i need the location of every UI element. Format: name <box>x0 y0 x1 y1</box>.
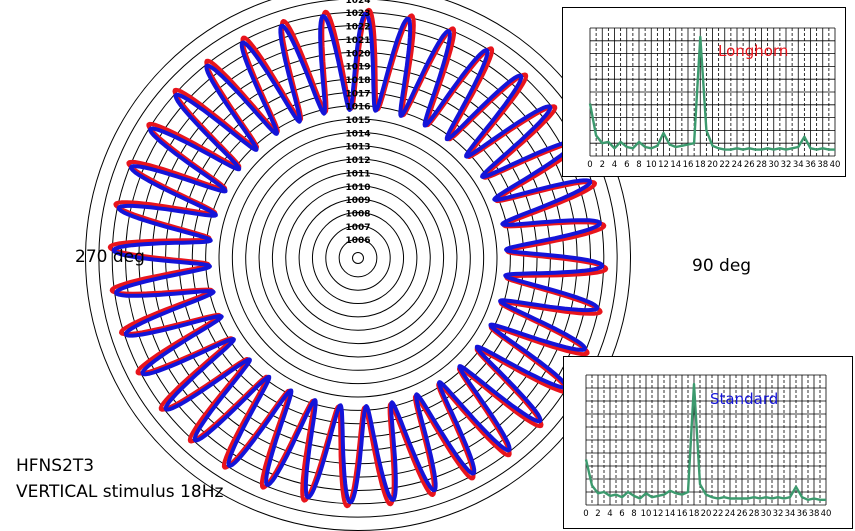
spectrum-x-tick: 18 <box>695 160 706 170</box>
spectrum-title: Longhorn <box>718 42 788 60</box>
spectrum-panel-longhorn: 0 2 4 6 8 10 12 14 16 18 20 22 24 26 28 30 32 34 36 38 40 Lon… <box>562 7 846 177</box>
radial-tick-label: 1009 <box>345 196 370 206</box>
spectrum-x-tick: 38 <box>817 160 828 170</box>
spectrum-title: Standard <box>710 390 778 408</box>
spectrum-x-tick: 40 <box>830 160 841 170</box>
polar-grid-circle <box>111 11 605 505</box>
radial-tick-label: 1015 <box>345 116 370 126</box>
radial-tick-label: 1011 <box>345 169 370 179</box>
spectrum-x-tick: 30 <box>768 160 779 170</box>
radial-tick-label: 1017 <box>345 89 370 99</box>
spectrum-x-tick: 12 <box>653 509 664 519</box>
polar-series-1 <box>111 11 605 505</box>
polar-grid-circle <box>178 78 538 438</box>
spectrum-x-tick: 24 <box>725 509 736 519</box>
spectrum-x-tick: 10 <box>641 509 652 519</box>
spectrum-x-tick: 8 <box>631 509 636 519</box>
label-id: HFNS2T3 <box>16 456 95 476</box>
spectrum-x-tick: 6 <box>624 160 629 170</box>
spectrum-x-tick: 4 <box>612 160 617 170</box>
spectrum-x-tick: 8 <box>636 160 641 170</box>
polar-grid-circle <box>285 185 431 331</box>
radial-tick-label: 1022 <box>345 23 370 33</box>
spectrum-x-tick: 20 <box>707 160 718 170</box>
spectrum-x-tick: 28 <box>749 509 760 519</box>
polar-grid-circle <box>125 25 591 491</box>
radial-tick-label: 1024 <box>345 0 370 6</box>
polar-grid-circle <box>298 198 418 318</box>
spectrum-x-tick: 32 <box>773 509 784 519</box>
radial-tick-label: 1019 <box>345 63 370 73</box>
polar-grid-circle <box>98 0 618 518</box>
spectrum-x-tick: 30 <box>761 509 772 519</box>
spectrum-x-tick: 6 <box>619 509 624 519</box>
polar-grid-circle <box>338 238 378 278</box>
polar-grid-circle <box>271 171 445 345</box>
spectrum-chart-standard: 0 2 4 6 8 10 12 14 16 18 20 22 24 26 28 30 32 34 36 38 40Sta… <box>583 374 832 519</box>
spectrum-x-tick: 14 <box>670 160 681 170</box>
spectrum-x-tick: 10 <box>646 160 657 170</box>
spectrum-x-tick: 36 <box>805 160 816 170</box>
label-90-deg: 90 deg <box>692 256 752 276</box>
polar-grid-circle <box>258 158 458 358</box>
polar-grid-circle <box>231 131 485 385</box>
spectrum-x-tick: 0 <box>583 509 588 519</box>
radial-tick-label: 1008 <box>345 209 370 219</box>
radial-tick-label: 1014 <box>345 129 370 139</box>
radial-tick-label: 1013 <box>345 143 370 153</box>
spectrum-x-tick: 22 <box>719 160 730 170</box>
polar-grid-circle <box>325 225 391 291</box>
polar-grid-circle <box>352 252 364 264</box>
polar-grid-circle <box>205 105 511 411</box>
spectrum-panel-standard: 0 2 4 6 8 10 12 14 16 18 20 22 24 26 28 30 32 34 36 38 40 Sta… <box>563 356 853 529</box>
polar-grid-circle <box>245 145 471 371</box>
spectrum-x-tick: 18 <box>689 509 700 519</box>
spectrum-chart-longhorn: 0 2 4 6 8 10 12 14 16 18 20 22 24 26 28 30 32 34 36 38 40Lon… <box>587 27 841 170</box>
radial-tick-label: 1007 <box>345 223 370 233</box>
polar-grid-circle <box>218 118 498 398</box>
spectrum-line <box>584 382 826 502</box>
spectrum-x-tick: 16 <box>683 160 694 170</box>
spectrum-x-tick: 4 <box>607 509 612 519</box>
radial-tick-label: 1021 <box>345 36 370 46</box>
spectrum-x-tick: 28 <box>756 160 767 170</box>
label-270-deg: 270 deg <box>75 247 145 267</box>
radial-tick-label: 1018 <box>345 76 370 86</box>
spectrum-x-tick: 12 <box>658 160 669 170</box>
spectrum-x-tick: 20 <box>701 509 712 519</box>
spectrum-x-tick: 26 <box>744 160 755 170</box>
polar-grid-circle <box>191 91 525 425</box>
spectrum-x-tick: 16 <box>677 509 688 519</box>
radial-tick-label: 1016 <box>345 103 370 113</box>
spectrum-x-tick: 34 <box>785 509 796 519</box>
spectrum-x-tick: 34 <box>793 160 804 170</box>
spectrum-x-tick: 32 <box>781 160 792 170</box>
spectrum-x-tick: 36 <box>797 509 808 519</box>
spectrum-x-tick: 38 <box>809 509 820 519</box>
spectrum-x-tick: 26 <box>737 509 748 519</box>
polar-grid-circle <box>311 211 405 305</box>
radial-tick-label: 1023 <box>345 9 370 19</box>
spectrum-line <box>588 35 835 151</box>
spectrum-x-tick: 2 <box>600 160 605 170</box>
spectrum-x-tick: 2 <box>595 509 600 519</box>
label-stimulus: VERTICAL stimulus 18Hz <box>16 482 224 502</box>
spectrum-x-tick: 40 <box>821 509 832 519</box>
spectrum-x-tick: 22 <box>713 509 724 519</box>
polar-series-0 <box>107 7 609 509</box>
spectrum-x-tick: 24 <box>732 160 743 170</box>
radial-tick-label: 1020 <box>345 49 370 59</box>
spectrum-x-tick: 14 <box>665 509 676 519</box>
radial-tick-label: 1012 <box>345 156 370 166</box>
radial-tick-label: 1006 <box>345 236 370 246</box>
spectrum-x-tick: 0 <box>587 160 592 170</box>
radial-tick-label: 1010 <box>345 183 370 193</box>
